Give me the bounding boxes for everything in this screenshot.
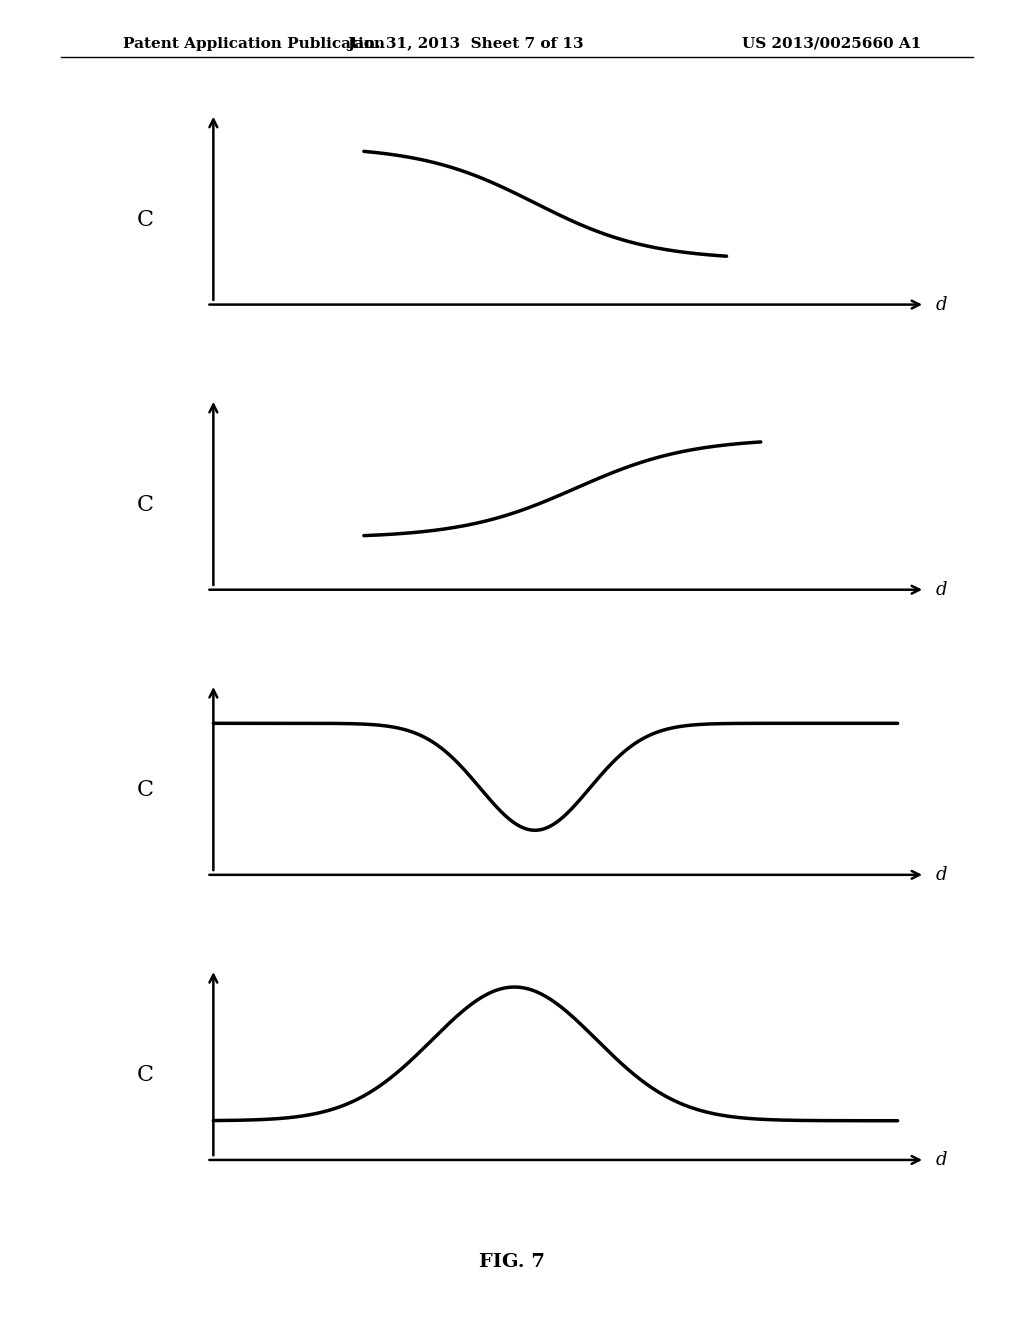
Text: Patent Application Publication: Patent Application Publication: [123, 37, 385, 51]
Text: FIG. 7: FIG. 7: [479, 1253, 545, 1271]
Text: d: d: [935, 866, 947, 884]
Text: US 2013/0025660 A1: US 2013/0025660 A1: [742, 37, 922, 51]
Text: d: d: [935, 1151, 947, 1170]
Text: d: d: [935, 581, 947, 599]
Text: d: d: [935, 296, 947, 314]
Text: C: C: [136, 1064, 154, 1086]
Text: C: C: [136, 494, 154, 516]
Text: C: C: [136, 209, 154, 231]
Text: C: C: [136, 779, 154, 801]
Text: Jan. 31, 2013  Sheet 7 of 13: Jan. 31, 2013 Sheet 7 of 13: [347, 37, 585, 51]
